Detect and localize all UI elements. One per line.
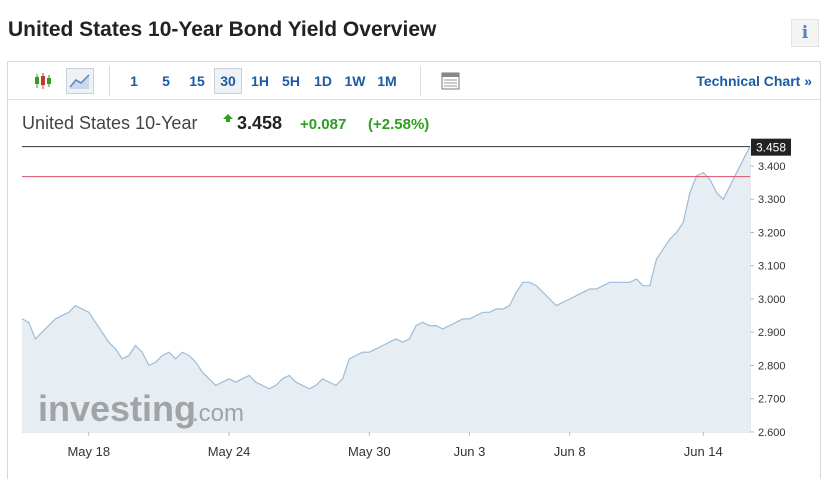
x-tick-label: Jun 8 xyxy=(554,444,586,459)
info-button[interactable]: i xyxy=(791,19,819,47)
y-tick-label: 2.700 xyxy=(758,394,786,406)
last-price: 3.458 xyxy=(237,113,283,133)
price-change: +0.087 xyxy=(300,116,347,133)
series-line xyxy=(21,146,751,390)
toolbar-separator xyxy=(420,66,421,96)
up-arrow-icon xyxy=(222,113,234,132)
y-tick-label: 3.200 xyxy=(758,227,786,239)
chart-panel: 1 5 15 30 1H 5H 1D 1W 1M Technical Chart… xyxy=(7,61,821,479)
timeframe-30[interactable]: 30 xyxy=(214,68,242,94)
timeframe-5h[interactable]: 5H xyxy=(282,73,300,89)
x-tick-label: May 30 xyxy=(348,444,391,459)
last-value-badge xyxy=(751,138,791,156)
chart-toolbar: 1 5 15 30 1H 5H 1D 1W 1M Technical Chart… xyxy=(8,62,820,100)
table-icon[interactable] xyxy=(436,68,464,94)
x-tick-label: Jun 14 xyxy=(684,444,723,459)
x-tick-label: May 24 xyxy=(208,444,251,459)
toolbar-separator xyxy=(109,66,110,96)
y-tick-label: 2.900 xyxy=(758,327,786,339)
y-tick-label: 3.000 xyxy=(758,294,786,306)
series-area xyxy=(22,146,750,432)
x-tick-label: May 18 xyxy=(67,444,110,459)
technical-chart-link[interactable]: Technical Chart » xyxy=(696,73,812,89)
price-change-percent: (+2.58%) xyxy=(368,116,430,133)
timeframe-1m[interactable]: 1M xyxy=(377,73,397,89)
timeframe-5[interactable]: 5 xyxy=(162,73,170,89)
timeframe-15[interactable]: 15 xyxy=(189,73,205,89)
candlestick-icon[interactable] xyxy=(29,68,57,94)
timeframe-1[interactable]: 1 xyxy=(130,73,138,89)
y-tick-label: 3.100 xyxy=(758,261,786,273)
timeframe-1h[interactable]: 1H xyxy=(251,73,269,89)
watermark-logo: investing xyxy=(38,388,196,429)
y-tick-label: 2.600 xyxy=(758,427,786,439)
line-chart-icon[interactable] xyxy=(66,68,94,94)
timeframe-1d[interactable]: 1D xyxy=(314,73,332,89)
y-tick-label: 3.400 xyxy=(758,161,786,173)
y-tick-label: 2.800 xyxy=(758,360,786,372)
timeframe-1w[interactable]: 1W xyxy=(344,73,366,89)
last-value-label: 3.458 xyxy=(756,141,786,155)
instrument-name: United States 10-Year xyxy=(22,113,198,133)
x-tick-label: Jun 3 xyxy=(454,444,486,459)
y-tick-label: 3.300 xyxy=(758,194,786,206)
watermark-suffix: .com xyxy=(192,400,244,427)
page-title: United States 10-Year Bond Yield Overvie… xyxy=(8,18,437,41)
